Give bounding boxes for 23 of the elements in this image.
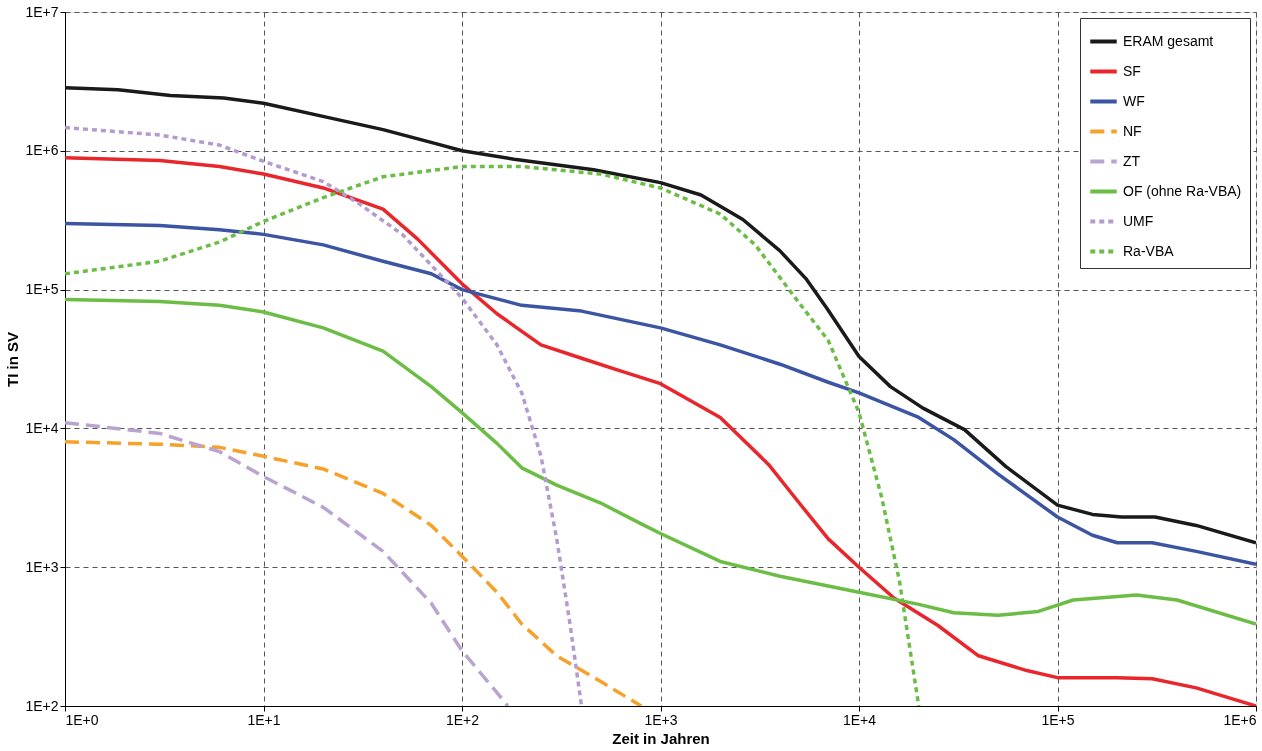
y-tick-label: 1E+4	[25, 419, 59, 436]
y-tick-label: 1E+3	[25, 558, 59, 575]
legend-label: ZT	[1123, 152, 1141, 169]
y-tick-label: 1E+2	[25, 697, 59, 714]
x-tick-label: 1E+3	[644, 711, 678, 728]
legend-label: NF	[1123, 122, 1142, 139]
y-tick-label: 1E+5	[25, 281, 59, 298]
legend-label: OF (ohne Ra-VBA)	[1123, 182, 1242, 199]
legend-label: SF	[1123, 62, 1141, 79]
x-tick-label: 1E+6	[1223, 711, 1257, 728]
x-tick-label: 1E+0	[65, 711, 99, 728]
y-tick-label: 1E+6	[25, 142, 59, 159]
legend-label: WF	[1123, 92, 1145, 109]
y-axis-title: TI in SV	[4, 331, 22, 388]
x-tick-label: 1E+5	[1041, 711, 1075, 728]
legend-label: UMF	[1123, 212, 1154, 229]
legend-label: ERAM gesamt	[1123, 32, 1214, 49]
legend-label: Ra-VBA	[1123, 242, 1175, 259]
y-tick-label: 1E+7	[25, 3, 59, 20]
x-axis-title: Zeit in Jahren	[612, 729, 710, 747]
x-tick-label: 1E+2	[445, 711, 480, 728]
x-tick-label: 1E+1	[247, 711, 281, 728]
x-tick-label: 1E+4	[842, 711, 877, 728]
